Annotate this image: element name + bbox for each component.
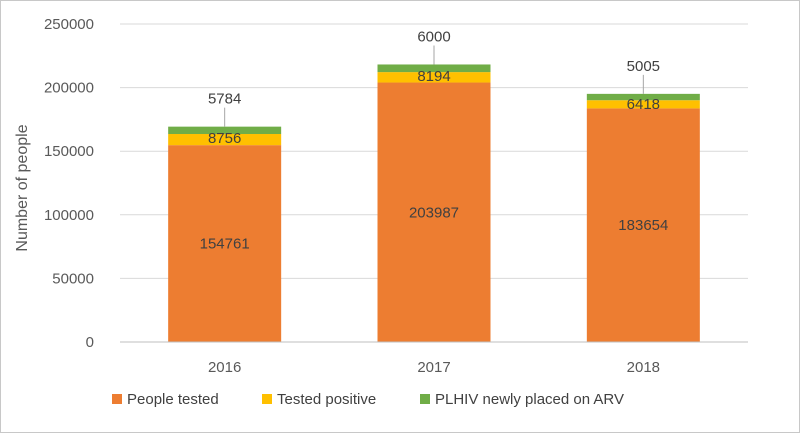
y-tick-label: 200000 xyxy=(44,80,94,97)
y-tick-label: 150000 xyxy=(44,143,94,160)
legend-entry: People tested xyxy=(127,391,219,408)
y-tick-label: 250000 xyxy=(44,16,94,33)
y-tick-label: 100000 xyxy=(44,207,94,224)
legend-entry: Tested positive xyxy=(277,391,376,408)
data-label: 203987 xyxy=(409,204,459,221)
bars xyxy=(168,64,700,342)
bar-2016-series-0 xyxy=(168,145,282,342)
bar-2017-series-0 xyxy=(377,82,491,342)
bar-2017-series-1 xyxy=(377,72,491,83)
data-label: 8194 xyxy=(417,68,450,85)
bar-2018-series-1 xyxy=(586,100,700,109)
bar-2016-series-2 xyxy=(168,126,282,135)
data-label: 183654 xyxy=(618,217,668,234)
bar-2017-series-2 xyxy=(377,64,491,73)
data-label: 5784 xyxy=(208,91,241,108)
legend-swatch xyxy=(420,394,430,404)
y-axis-label: Number of people xyxy=(14,124,31,251)
data-label: 154761 xyxy=(200,236,250,253)
bar-2016-series-1 xyxy=(168,134,282,146)
x-axis-ticks: 2016 2017 2018 xyxy=(208,359,660,376)
y-tick-label: 50000 xyxy=(52,270,94,287)
legend-swatch xyxy=(112,394,122,404)
y-axis-ticks: 0 50000 100000 150000 200000 250000 xyxy=(44,16,94,351)
legend-entry: PLHIV newly placed on ARV xyxy=(435,391,624,408)
data-label: 8756 xyxy=(208,130,241,147)
x-tick-label: 2017 xyxy=(417,359,450,376)
y-tick-label: 0 xyxy=(86,334,94,351)
bar-2018-series-0 xyxy=(586,108,700,342)
legend-swatch xyxy=(262,394,272,404)
legend: People tested Tested positive PLHIV newly … xyxy=(112,391,624,408)
x-tick-label: 2016 xyxy=(208,359,241,376)
data-label: 6418 xyxy=(627,96,660,113)
x-tick-label: 2018 xyxy=(627,359,660,376)
data-label: 5005 xyxy=(627,58,660,75)
data-label: 6000 xyxy=(417,28,450,45)
data-labels: 154761 8756 5784 203987 8194 6000 183654 6418 50… xyxy=(200,28,669,252)
bar-2018-series-2 xyxy=(586,93,700,101)
